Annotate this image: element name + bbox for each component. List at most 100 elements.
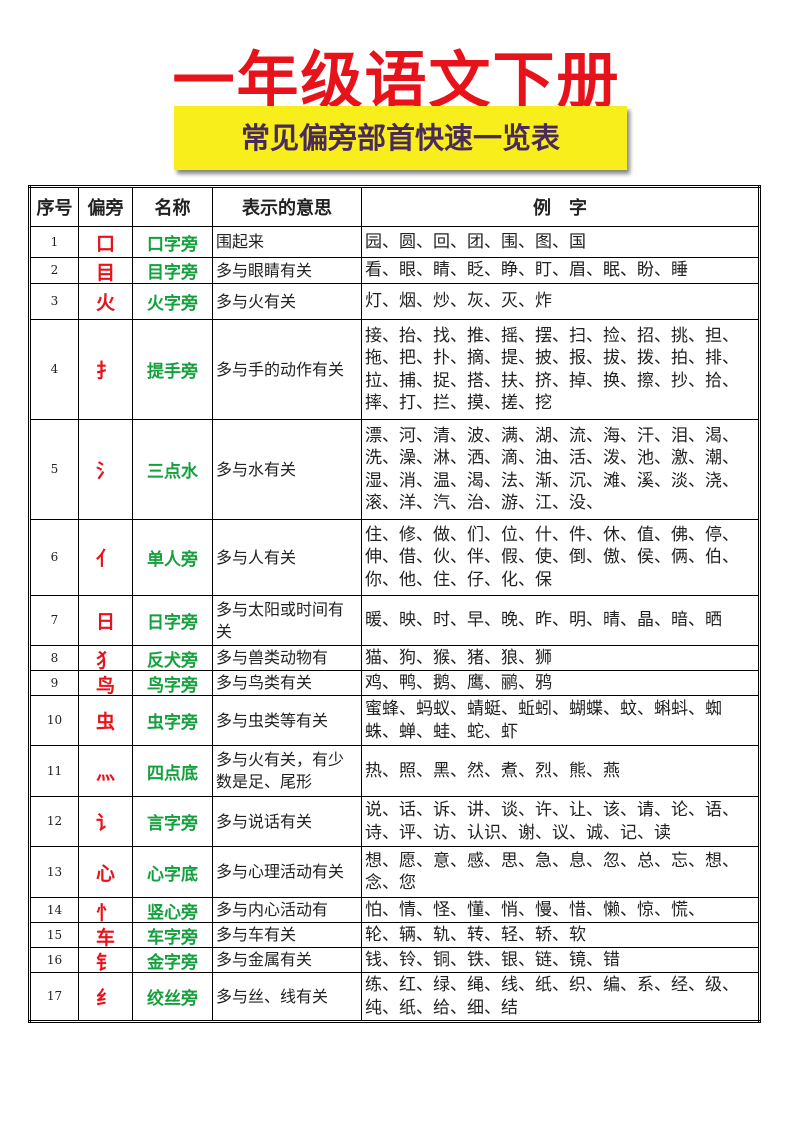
radical-text: 氵 bbox=[95, 460, 115, 482]
radical-name: 车字旁 bbox=[132, 922, 213, 948]
column-header: 表示的意思 bbox=[212, 186, 362, 227]
radical-text: 纟 bbox=[95, 987, 115, 1009]
examples: 怕、情、怪、懂、悄、慢、惜、懒、惊、慌、 bbox=[361, 897, 760, 923]
radical-name-text: 目字旁 bbox=[147, 263, 198, 283]
table-row: 15 车 车字旁 多与车有关 轮、辆、轨、转、轻、轿、软 bbox=[29, 922, 760, 948]
radical-name: 三点水 bbox=[132, 419, 213, 520]
radical-name: 虫字旁 bbox=[132, 695, 213, 746]
examples-text: 灯、烟、炒、灰、灭、炸 bbox=[365, 291, 552, 312]
row-number: 1 bbox=[29, 226, 79, 258]
examples: 暖、映、时、早、晚、昨、明、晴、晶、暗、晒 bbox=[361, 595, 760, 646]
table-row: 10 虫 虫字旁 多与虫类等有关 蜜蜂、蚂蚁、蜻蜓、蚯蚓、蝴蝶、蚊、蝌蚪、蜘蛛、蝉、蛙、… bbox=[29, 695, 760, 746]
row-number-text: 15 bbox=[46, 927, 63, 942]
meaning: 多与人有关 bbox=[212, 519, 362, 596]
radical-name: 四点底 bbox=[132, 745, 213, 797]
radical-name-text: 绞丝旁 bbox=[147, 989, 198, 1009]
meaning: 多与说话有关 bbox=[212, 796, 362, 847]
row-number: 9 bbox=[29, 670, 79, 696]
row-number-text: 7 bbox=[50, 613, 59, 628]
subtitle: 常见偏旁部首快速一览表 bbox=[174, 106, 627, 170]
table-row: 3 火 火字旁 多与火有关 灯、烟、炒、灰、灭、炸 bbox=[29, 283, 760, 320]
row-number-text: 16 bbox=[46, 952, 63, 967]
radical-name-text: 竖心旁 bbox=[147, 903, 198, 922]
examples: 灯、烟、炒、灰、灭、炸 bbox=[361, 283, 760, 320]
examples: 猫、狗、猴、猪、狼、狮 bbox=[361, 645, 760, 671]
examples: 蜜蜂、蚂蚁、蜻蜓、蚯蚓、蝴蝶、蚊、蝌蚪、蜘蛛、蝉、蛙、蛇、虾 bbox=[361, 695, 760, 746]
meaning-text: 多与丝、线有关 bbox=[216, 986, 329, 1006]
row-number: 6 bbox=[29, 519, 79, 596]
row-number-text: 13 bbox=[46, 864, 63, 879]
row-number-text: 1 bbox=[50, 234, 59, 249]
radical: 氵 bbox=[78, 419, 133, 520]
examples: 接、抬、找、推、摇、摆、扫、捡、招、挑、担、拖、把、扑、摘、提、披、报、拔、拨、… bbox=[361, 319, 760, 420]
row-number: 17 bbox=[29, 972, 79, 1022]
radical-text: 火 bbox=[95, 292, 115, 314]
row-number-text: 4 bbox=[50, 362, 59, 377]
meaning: 多与火有关 bbox=[212, 283, 362, 320]
radical-text: 忄 bbox=[95, 902, 115, 922]
meaning-text: 多与虫类等有关 bbox=[216, 710, 329, 730]
examples-text: 轮、辆、轨、转、轻、轿、软 bbox=[365, 924, 586, 945]
radical-text: 扌 bbox=[95, 360, 115, 382]
examples: 鸡、鸭、鹅、鹰、鹂、鸦 bbox=[361, 670, 760, 696]
meaning: 多与丝、线有关 bbox=[212, 972, 362, 1022]
table-row: 17 纟 绞丝旁 多与丝、线有关 练、红、绿、绳、线、纸、织、编、系、经、级、纯、纸、给… bbox=[29, 972, 760, 1022]
meaning: 多与手的动作有关 bbox=[212, 319, 362, 420]
examples-text: 想、愿、意、感、思、急、息、忽、总、忘、想、念、您 bbox=[365, 850, 739, 894]
row-number-text: 5 bbox=[50, 462, 59, 477]
title: 一年级语文下册 bbox=[172, 44, 621, 117]
row-number-text: 10 bbox=[46, 713, 63, 728]
radical-name-text: 虫字旁 bbox=[147, 713, 198, 733]
radical: 虫 bbox=[78, 695, 133, 746]
radical: 讠 bbox=[78, 796, 133, 847]
examples-text: 猫、狗、猴、猪、狼、狮 bbox=[365, 647, 552, 668]
row-number: 3 bbox=[29, 283, 79, 320]
table-row: 12 讠 言字旁 多与说话有关 说、话、诉、讲、谈、许、让、该、请、论、语、诗、评、访、… bbox=[29, 796, 760, 847]
radical: 口 bbox=[78, 226, 133, 258]
radical-text: 灬 bbox=[95, 761, 115, 784]
column-header: 序号 bbox=[29, 186, 79, 227]
examples-text: 暖、映、时、早、晚、昨、明、晴、晶、暗、晒 bbox=[365, 610, 722, 631]
radical: 灬 bbox=[78, 745, 133, 797]
examples-text: 鸡、鸭、鹅、鹰、鹂、鸦 bbox=[365, 672, 552, 693]
row-number: 13 bbox=[29, 846, 79, 898]
radical-name-text: 提手旁 bbox=[147, 362, 198, 382]
examples: 想、愿、意、感、思、急、息、忽、总、忘、想、念、您 bbox=[361, 846, 760, 898]
radical-text: 鸟 bbox=[95, 675, 115, 695]
row-number: 2 bbox=[29, 257, 79, 284]
examples-text: 说、话、诉、讲、谈、许、让、该、请、论、语、诗、评、访、认识、谢、议、诚、记、读 bbox=[365, 800, 739, 843]
meaning: 多与火有关，有少数是足、尾形 bbox=[212, 745, 362, 797]
row-number-text: 17 bbox=[46, 989, 63, 1004]
radical: 心 bbox=[78, 846, 133, 898]
examples: 练、红、绿、绳、线、纸、织、编、系、经、级、纯、纸、给、细、结 bbox=[361, 972, 760, 1022]
row-number: 7 bbox=[29, 595, 79, 646]
radical-text: 口 bbox=[95, 232, 115, 255]
table-row: 7 日 日字旁 多与太阳或时间有关 暖、映、时、早、晚、昨、明、晴、晶、暗、晒 bbox=[29, 595, 760, 646]
meaning: 多与太阳或时间有关 bbox=[212, 595, 362, 646]
meaning-text: 多与内心活动有 bbox=[216, 900, 329, 919]
table-row: 6 亻 单人旁 多与人有关 住、修、做、们、位、什、件、休、值、佛、停、伸、借、伙、伴、… bbox=[29, 519, 760, 596]
table-row: 13 心 心字底 多与心理活动有关 想、愿、意、感、思、急、息、忽、总、忘、想、念、您 bbox=[29, 846, 760, 898]
radical-name-text: 金字旁 bbox=[147, 953, 198, 972]
meaning: 多与水有关 bbox=[212, 419, 362, 520]
meaning-text: 多与说话有关 bbox=[216, 811, 313, 831]
radical: 钅 bbox=[78, 947, 133, 973]
examples: 热、照、黑、然、煮、烈、熊、燕 bbox=[361, 745, 760, 797]
radical-name: 反犬旁 bbox=[132, 645, 213, 671]
meaning-text: 多与人有关 bbox=[216, 547, 297, 567]
table-row: 11 灬 四点底 多与火有关，有少数是足、尾形 热、照、黑、然、煮、烈、熊、燕 bbox=[29, 745, 760, 797]
meaning-text: 多与金属有关 bbox=[216, 950, 313, 969]
radical-text: 亻 bbox=[95, 548, 115, 570]
radical-text: 钅 bbox=[95, 952, 115, 972]
radical-name-text: 日字旁 bbox=[147, 613, 198, 633]
radical-name: 鸟字旁 bbox=[132, 670, 213, 696]
meaning: 多与虫类等有关 bbox=[212, 695, 362, 746]
radical-text: 犭 bbox=[95, 650, 115, 670]
radical: 纟 bbox=[78, 972, 133, 1022]
examples: 看、眼、睛、眨、睁、盯、眉、眠、盼、睡 bbox=[361, 257, 760, 284]
meaning-text: 多与火有关，有少数是足、尾形 bbox=[216, 750, 345, 791]
radical-name-text: 三点水 bbox=[147, 462, 198, 482]
examples-text: 蜜蜂、蚂蚁、蜻蜓、蚯蚓、蝴蝶、蚊、蝌蚪、蜘蛛、蝉、蛙、蛇、虾 bbox=[365, 699, 722, 742]
radical-name: 提手旁 bbox=[132, 319, 213, 420]
